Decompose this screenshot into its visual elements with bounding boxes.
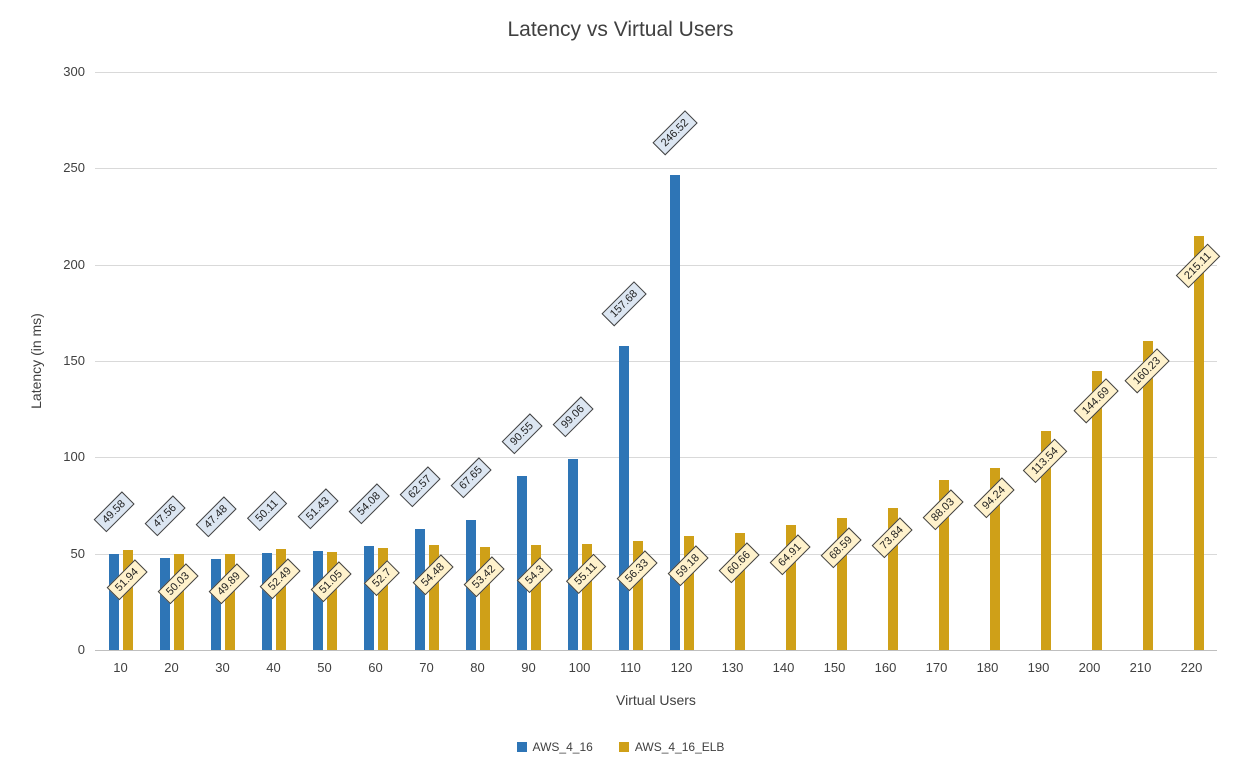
data-label-aws-4-16: 47.56 [144, 495, 185, 537]
data-label-aws-4-16: 157.68 [600, 281, 647, 327]
bar-aws-4-16-elb [1091, 371, 1102, 650]
gridline [95, 650, 1217, 651]
x-tick-label: 170 [925, 660, 948, 675]
legend-item: AWS_4_16 [516, 740, 593, 754]
bar-aws-4-16 [669, 175, 680, 650]
x-tick-label: 190 [1027, 660, 1050, 675]
bar-aws-4-16-elb [1193, 235, 1204, 650]
data-label-aws-4-16: 47.48 [195, 496, 236, 537]
x-tick-label: 180 [976, 660, 999, 675]
x-tick-label: 120 [670, 660, 693, 675]
bar-aws-4-16 [261, 553, 272, 650]
bar-aws-4-16-elb [836, 517, 847, 650]
bar-aws-4-16-elb [530, 545, 541, 650]
gridline [95, 553, 1217, 555]
x-tick-label: 160 [874, 660, 897, 675]
data-label-aws-4-16: 54.08 [348, 483, 389, 525]
bar-aws-4-16-elb [1040, 431, 1051, 650]
bar-aws-4-16-elb [1142, 341, 1153, 650]
bar-aws-4-16 [159, 558, 170, 650]
bar-aws-4-16-elb [122, 549, 133, 650]
legend-label: AWS_4_16 [532, 740, 593, 754]
bar-aws-4-16-elb [938, 480, 949, 650]
gridline [95, 72, 1217, 73]
bar-aws-4-16-elb [224, 553, 235, 650]
legend-label: AWS_4_16_ELB [634, 740, 725, 754]
bar-aws-4-16-elb [377, 548, 388, 650]
gridline [95, 264, 1217, 266]
x-tick-label: 70 [419, 660, 434, 675]
bar-aws-4-16-elb [581, 543, 592, 650]
bar-aws-4-16-elb [683, 535, 694, 650]
data-label-aws-4-16: 67.65 [450, 457, 491, 499]
y-tick-label: 300 [63, 64, 85, 79]
y-tick-label: 100 [63, 449, 85, 465]
gridline [95, 361, 1217, 362]
x-tick-label: 20 [164, 660, 179, 675]
x-tick-label: 100 [568, 660, 591, 675]
legend-swatch [618, 742, 629, 752]
bar-aws-4-16-elb [173, 553, 184, 650]
y-tick-label: 250 [63, 160, 85, 176]
bar-aws-4-16 [618, 346, 629, 650]
bar-aws-4-16-elb [479, 547, 490, 650]
x-tick-label: 110 [620, 660, 641, 675]
x-tick-label: 40 [266, 660, 281, 675]
data-label-aws-4-16: 246.52 [651, 110, 698, 156]
x-tick-label: 10 [113, 660, 128, 675]
bar-aws-4-16 [516, 475, 527, 650]
x-axis-title: Virtual Users [616, 692, 696, 708]
bar-aws-4-16-elb [275, 548, 286, 650]
x-tick-label: 140 [772, 660, 795, 675]
y-tick-label: 200 [63, 256, 85, 272]
x-tick-label: 90 [521, 660, 536, 675]
x-tick-label: 60 [368, 660, 383, 675]
bar-aws-4-16-elb [428, 545, 439, 650]
x-tick-label: 210 [1129, 660, 1152, 675]
bar-aws-4-16-elb [632, 541, 643, 650]
x-tick-label: 80 [470, 660, 485, 675]
bar-aws-4-16 [567, 459, 578, 650]
data-label-aws-4-16: 50.11 [246, 491, 287, 532]
data-label-aws-4-16: 99.06 [552, 396, 593, 438]
bar-aws-4-16-elb [326, 551, 337, 650]
y-tick-label: 0 [77, 642, 85, 657]
x-tick-label: 150 [823, 660, 846, 675]
bar-aws-4-16-elb [785, 524, 796, 650]
x-tick-label: 50 [317, 660, 332, 675]
chart-title: Latency vs Virtual Users [507, 18, 734, 41]
gridline [95, 168, 1217, 170]
x-tick-label: 130 [721, 660, 744, 675]
bar-aws-4-16 [210, 558, 221, 650]
y-tick-label: 150 [63, 353, 85, 368]
x-tick-label: 220 [1180, 660, 1203, 675]
x-tick-label: 200 [1078, 660, 1101, 675]
bar-aws-4-16-elb [734, 533, 745, 650]
x-tick-label: 30 [215, 660, 230, 675]
gridline [95, 457, 1217, 459]
legend-swatch [516, 742, 527, 752]
bar-aws-4-16 [312, 550, 323, 650]
legend: AWS_4_16 AWS_4_16_ELB [0, 740, 1241, 754]
data-label-aws-4-16: 90.55 [501, 413, 542, 454]
bar-aws-4-16 [108, 554, 119, 650]
legend-item: AWS_4_16_ELB [618, 740, 725, 754]
bar-aws-4-16 [363, 545, 374, 650]
bar-aws-4-16-elb [989, 468, 1000, 650]
data-label-aws-4-16: 51.43 [297, 488, 338, 530]
y-tick-label: 50 [70, 545, 85, 561]
data-label-aws-4-16: 49.58 [93, 492, 134, 533]
bar-aws-4-16-elb [887, 507, 898, 650]
data-label-aws-4-16: 62.57 [399, 467, 440, 508]
